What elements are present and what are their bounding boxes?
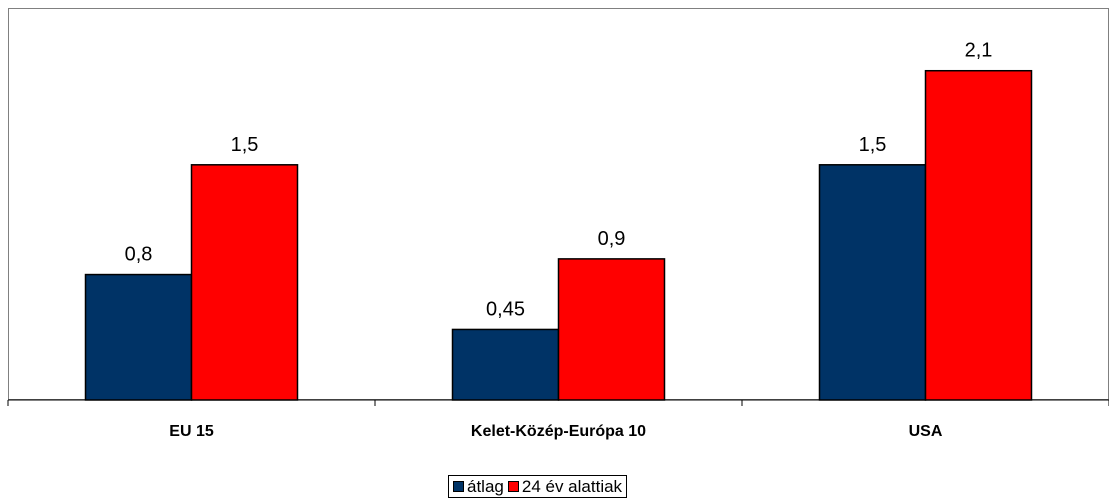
- x-tick-label-3: USA: [909, 423, 943, 440]
- data-label-series-2-category-1: 1,5: [231, 134, 259, 156]
- legend-swatch-series-2: [507, 481, 519, 492]
- bar-series-1-category-2: [451, 328, 560, 401]
- legend-label-series-2: 24 év alattiak: [521, 476, 623, 496]
- x-tick-label-2: Kelet-Közép-Európa 10: [471, 423, 646, 440]
- x-tick-label-1: EU 15: [169, 423, 214, 440]
- legend-item-series-2: 24 év alattiak: [507, 476, 623, 497]
- bar-series-2-category-2: [557, 258, 666, 401]
- value-labels-layer: 0,8 1,5 0,45 0,9 1,5 2,1: [125, 40, 993, 321]
- bar-series-2-category-1: [190, 164, 299, 401]
- bar-series-1-category-3: [818, 164, 927, 401]
- bars-layer: [84, 69, 1033, 401]
- data-label-series-1-category-1: 0,8: [125, 244, 153, 266]
- chart-svg: 0,8 1,5 0,45 0,9 1,5 2,1 EU 15 Kelet-Közép-Eur…: [7, 8, 1109, 440]
- legend: átlag 24 év alattiak: [448, 475, 628, 498]
- data-label-series-2-category-3: 2,1: [965, 40, 993, 62]
- data-label-series-1-category-2: 0,45: [486, 298, 525, 320]
- legend-swatch-series-1: [453, 481, 464, 492]
- legend-label-series-1: átlag: [467, 476, 504, 496]
- x-axis: EU 15 Kelet-Közép-Európa 10 USA: [7, 399, 1109, 440]
- data-label-series-2-category-2: 0,9: [598, 228, 626, 250]
- data-label-series-1-category-3: 1,5: [859, 134, 887, 156]
- legend-item-series-1: átlag: [453, 477, 504, 497]
- bar-series-1-category-1: [84, 273, 193, 401]
- bar-series-2-category-3: [924, 69, 1033, 401]
